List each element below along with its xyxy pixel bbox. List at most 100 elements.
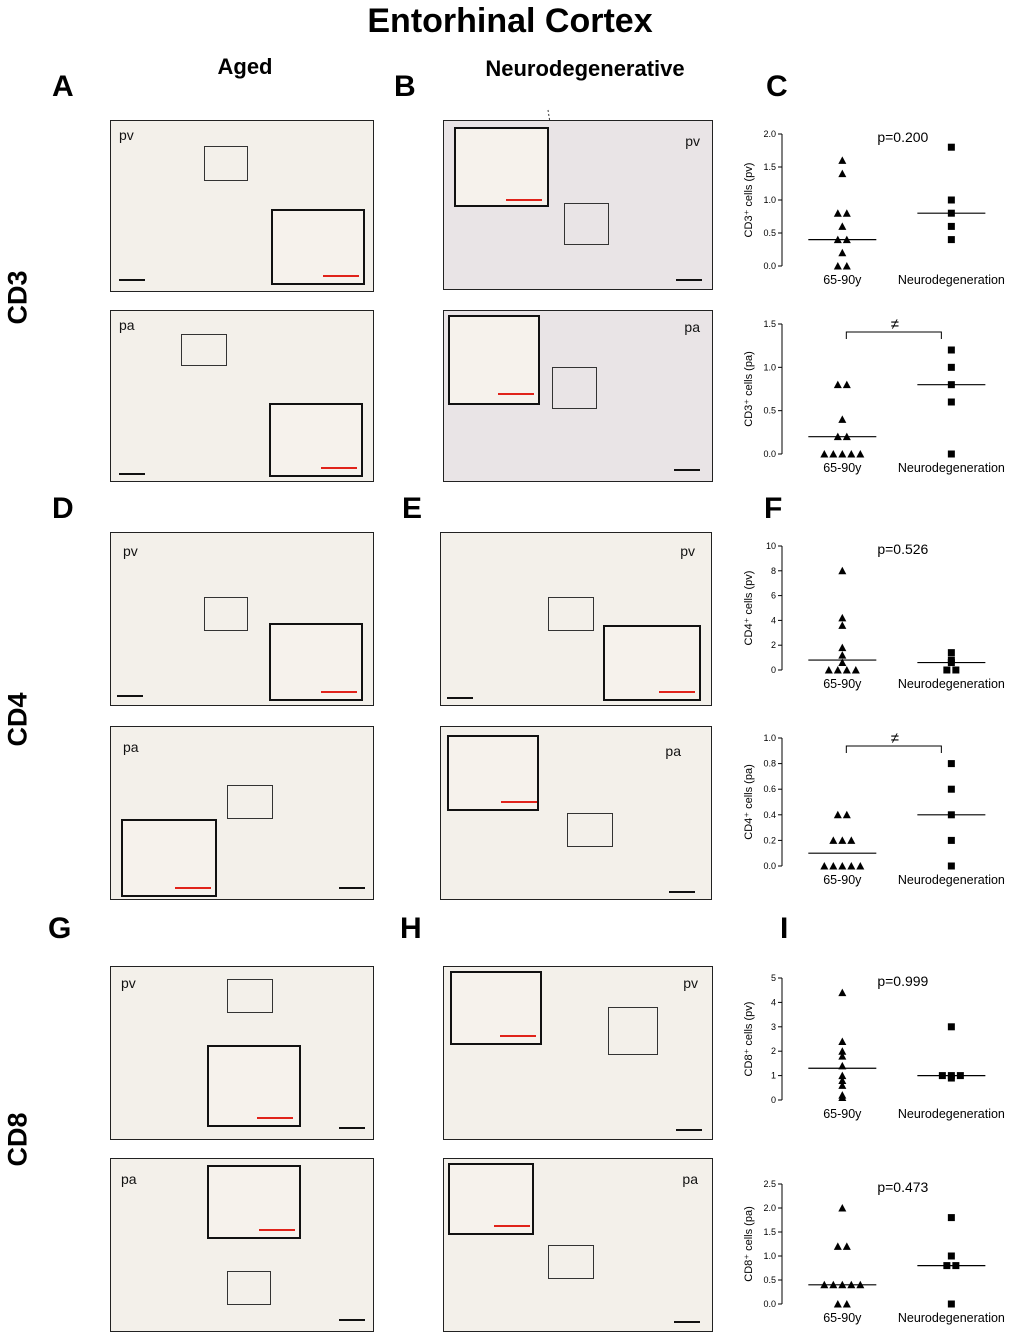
y-tick-label: 0.8: [763, 759, 776, 769]
roi-box: [181, 334, 227, 366]
y-axis-label: CD8⁺ cells (pa): [743, 1206, 755, 1282]
y-tick-label: 4: [771, 615, 776, 625]
data-point-triangle: [820, 450, 829, 458]
y-tick-label: 3: [771, 1022, 776, 1032]
data-point-square: [947, 1023, 955, 1031]
panel-letter-b: B: [394, 70, 416, 103]
micrograph-neuro-cd3-pv: pv: [443, 120, 713, 290]
data-point-square: [947, 760, 955, 768]
y-tick-label: 2: [771, 1046, 776, 1056]
scale-bar: [119, 279, 145, 281]
micrograph-aged-cd4-pa: pa: [110, 726, 374, 900]
y-tick-label: 0.6: [763, 784, 776, 794]
y-tick-label: 5: [771, 973, 776, 983]
p-value-label: p=0.999: [877, 973, 928, 989]
p-value-label: p=0.200: [877, 129, 928, 145]
x-category-label: 65-90y: [823, 677, 862, 691]
y-tick-label: 0: [771, 665, 776, 675]
y-tick-label: 1.5: [763, 1227, 776, 1237]
data-point-square: [947, 1074, 955, 1082]
data-point-triangle: [833, 380, 842, 389]
y-tick-label: 2.5: [763, 1179, 776, 1189]
data-point-triangle: [838, 169, 847, 178]
data-point-triangle: [838, 862, 847, 870]
micrograph-aged-cd3-pv: pv: [110, 120, 374, 292]
data-point-square: [947, 363, 955, 371]
y-tick-label: 1.0: [763, 1251, 776, 1261]
scatter-cd4-pv: 0 2 4 6 8 10 CD4⁺ cells (pv) 65-90y Neurodegener…: [743, 541, 1005, 691]
data-point-square: [947, 222, 955, 230]
significance-bracket: [845, 745, 942, 753]
zoom-inset: [447, 735, 539, 811]
scale-bar: [339, 887, 365, 889]
y-tick-label: 0.0: [763, 261, 776, 271]
data-point-triangle: [833, 666, 842, 674]
significance-bracket: [845, 331, 942, 339]
scale-bar-red: [175, 887, 211, 889]
micrograph-aged-cd3-pa: pa: [110, 310, 374, 482]
zoom-inset: [121, 819, 217, 897]
scale-bar: [669, 891, 695, 893]
data-point-triangle: [842, 810, 851, 819]
data-point-triangle: [838, 1037, 847, 1045]
data-point-triangle: [838, 415, 847, 423]
scale-bar-red: [257, 1117, 293, 1119]
micrograph-aged-cd8-pv: pv: [110, 966, 374, 1140]
scatter-cd3-pv: 0.0 0.5 1.0 1.5 2.0 CD3⁺ cells (pv) 65-90y Neur…: [743, 129, 1005, 287]
data-point-triangle: [838, 651, 847, 659]
zoom-inset: [448, 315, 540, 405]
image-label-pv: pv: [123, 543, 138, 559]
data-point-triangle: [838, 1204, 847, 1212]
y-tick-label: 0.5: [763, 406, 776, 416]
scale-bar: [674, 1321, 700, 1323]
y-tick-label: 0.0: [763, 861, 776, 871]
image-label-pa: pa: [121, 1171, 137, 1187]
y-tick-label: 1.5: [763, 162, 776, 172]
data-point-triangle: [851, 666, 860, 674]
data-point-square: [943, 666, 951, 674]
data-point-triangle: [838, 658, 847, 667]
scale-bar: [117, 695, 143, 697]
y-tick-label: 4: [771, 997, 776, 1007]
image-label-pa: pa: [684, 319, 700, 335]
micrograph-neuro-cd8-pa: pa: [443, 1158, 713, 1332]
x-category-label: Neurodegeneration: [898, 273, 1005, 287]
p-value-label: p=0.526: [877, 541, 928, 557]
y-axis-label: CD3⁺ cells (pa): [743, 351, 755, 427]
roi-box: [204, 146, 248, 181]
scale-bar-red: [321, 467, 357, 469]
roi-box: [552, 367, 597, 409]
scale-bar: [676, 279, 702, 281]
data-point-triangle: [833, 1242, 842, 1250]
data-point-square: [947, 1300, 955, 1308]
x-category-label: 65-90y: [823, 873, 862, 887]
scale-bar-red: [501, 801, 537, 803]
y-tick-label: 10: [766, 541, 776, 551]
zoom-inset: [454, 127, 549, 207]
significance-marker: ≠: [891, 316, 899, 333]
scale-bar: [676, 1129, 702, 1131]
x-category-label: 65-90y: [823, 273, 862, 287]
image-label-pa: pa: [123, 739, 139, 755]
data-point-triangle: [842, 209, 851, 217]
data-point-triangle: [838, 988, 847, 997]
roi-box: [227, 785, 273, 819]
y-tick-label: 0.4: [763, 810, 776, 820]
y-axis-label: CD4⁺ cells (pv): [743, 571, 755, 646]
panel-letter-d: D: [52, 492, 74, 525]
column-header-aged: Aged: [217, 54, 273, 79]
data-point-triangle: [838, 222, 847, 230]
x-category-label: Neurodegeneration: [898, 1107, 1005, 1121]
panel-letter-f: F: [764, 492, 783, 525]
data-point-triangle: [842, 380, 851, 389]
data-point-triangle: [829, 836, 838, 844]
scatter-cd3-pa: 0.0 0.5 1.0 1.5 CD3⁺ cells (pa) 65-90y Neurode…: [743, 316, 1005, 475]
scale-bar-red: [321, 691, 357, 693]
y-tick-label: 1: [771, 1071, 776, 1081]
y-tick-label: 1.0: [763, 195, 776, 205]
scale-bar-red: [498, 393, 534, 395]
y-tick-label: 8: [771, 566, 776, 576]
x-category-label: Neurodegeneration: [898, 677, 1005, 691]
scale-bar: [447, 697, 473, 699]
y-tick-label: 0.0: [763, 449, 776, 459]
